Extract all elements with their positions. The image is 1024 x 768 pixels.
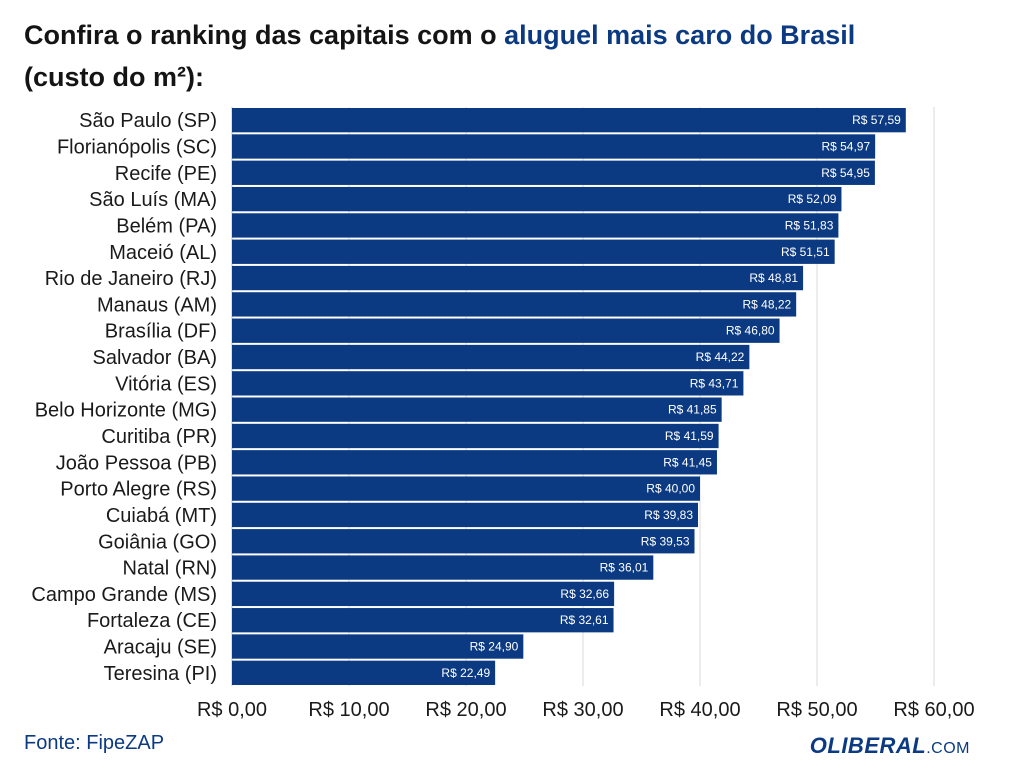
x-tick-label: R$ 10,00 xyxy=(308,699,389,721)
x-tick-label: R$ 30,00 xyxy=(542,699,623,721)
bar xyxy=(232,450,717,475)
category-label: João Pessoa (PB) xyxy=(56,452,217,474)
bar xyxy=(232,186,842,212)
x-tick-label: R$ 0,00 xyxy=(197,699,267,721)
value-label: R$ 36,01 xyxy=(600,561,649,575)
logo-name: OLIBERAL xyxy=(809,733,927,758)
category-label: Florianópolis (SC) xyxy=(57,136,217,158)
value-label: R$ 48,22 xyxy=(742,297,791,311)
bar xyxy=(232,423,719,449)
bar xyxy=(232,108,906,133)
category-label: Fortaleza (CE) xyxy=(87,610,217,632)
value-label: R$ 54,95 xyxy=(821,166,870,180)
bar xyxy=(232,529,695,554)
bar xyxy=(232,265,804,291)
bar xyxy=(232,476,700,501)
bar xyxy=(232,555,654,580)
category-label: Belo Horizonte (MG) xyxy=(35,400,217,422)
value-label: R$ 48,81 xyxy=(749,271,798,285)
category-label: Maceió (AL) xyxy=(109,242,217,264)
value-label: R$ 39,83 xyxy=(644,508,693,522)
category-label: Manaus (AM) xyxy=(97,294,217,316)
bar xyxy=(232,318,780,343)
bar xyxy=(232,239,835,264)
bar xyxy=(232,344,750,370)
value-label: R$ 40,00 xyxy=(646,482,695,496)
bar xyxy=(232,502,699,528)
bar xyxy=(232,660,496,685)
value-label: R$ 41,85 xyxy=(668,403,717,417)
value-label: R$ 51,51 xyxy=(781,245,830,259)
bar xyxy=(232,581,615,607)
value-label: R$ 52,09 xyxy=(788,192,837,206)
category-label: Cuiabá (MT) xyxy=(106,505,217,527)
category-label: Salvador (BA) xyxy=(93,347,218,369)
title-highlight: aluguel mais caro do Brasil xyxy=(504,20,856,50)
category-label: Rio de Janeiro (RJ) xyxy=(45,268,217,290)
value-label: R$ 43,71 xyxy=(690,376,739,390)
bar xyxy=(232,634,524,659)
title-suffix: (custo do m²): xyxy=(24,62,204,92)
category-labels: São Paulo (SP) Florianópolis (SC) Recife (… xyxy=(31,110,217,685)
x-tick-label: R$ 20,00 xyxy=(425,699,506,721)
category-label: Belém (PA) xyxy=(116,215,217,237)
category-label: Vitória (ES) xyxy=(115,373,217,395)
chart-title: Confira o ranking das capitais com o alu… xyxy=(24,14,984,98)
value-label: R$ 41,59 xyxy=(665,429,714,443)
bar xyxy=(232,397,722,422)
value-label: R$ 32,66 xyxy=(560,587,609,601)
category-label: São Luís (MA) xyxy=(89,189,217,211)
category-label: São Paulo (SP) xyxy=(79,110,217,132)
value-label: R$ 57,59 xyxy=(852,113,901,127)
bars: R$ 57,59 R$ 54,97 R$ 54,95 R$ 52,09 R$ 51,83… xyxy=(232,108,906,685)
x-tick-label: R$ 50,00 xyxy=(776,699,857,721)
value-label: R$ 39,53 xyxy=(641,534,690,548)
oliberal-logo[interactable]: OLIBERAL.COM xyxy=(810,733,970,759)
value-label: R$ 41,45 xyxy=(663,455,712,469)
value-label: R$ 32,61 xyxy=(560,613,609,627)
bar xyxy=(232,608,614,633)
category-label: Natal (RN) xyxy=(123,558,217,580)
title-prefix: Confira o ranking das capitais com o xyxy=(24,20,505,50)
logo-domain: .COM xyxy=(926,740,970,757)
bar xyxy=(232,134,876,159)
category-label: Porto Alegre (RS) xyxy=(60,479,217,501)
category-label: Curitiba (PR) xyxy=(101,426,217,448)
value-label: R$ 22,49 xyxy=(441,666,490,680)
bar xyxy=(232,213,839,238)
value-label: R$ 51,83 xyxy=(785,218,834,232)
value-label: R$ 46,80 xyxy=(726,324,775,338)
category-label: Aracaju (SE) xyxy=(104,637,217,659)
category-label: Teresina (PI) xyxy=(104,663,217,685)
value-label: R$ 54,97 xyxy=(821,139,870,153)
value-label: R$ 44,22 xyxy=(696,350,745,364)
bar xyxy=(232,160,875,185)
x-tick-label: R$ 60,00 xyxy=(893,699,974,721)
value-label: R$ 24,90 xyxy=(470,640,519,654)
source-note: Fonte: FipeZAP xyxy=(24,732,165,754)
bar xyxy=(232,292,797,317)
bar xyxy=(232,371,744,396)
category-label: Recife (PE) xyxy=(115,163,217,185)
x-axis-ticks: R$ 0,00 R$ 10,00 R$ 20,00 R$ 30,00 R$ 40,00 R… xyxy=(197,699,975,721)
category-label: Campo Grande (MS) xyxy=(31,584,217,606)
x-tick-label: R$ 40,00 xyxy=(659,699,740,721)
category-label: Brasília (DF) xyxy=(105,321,217,343)
category-label: Goiânia (GO) xyxy=(98,531,217,553)
